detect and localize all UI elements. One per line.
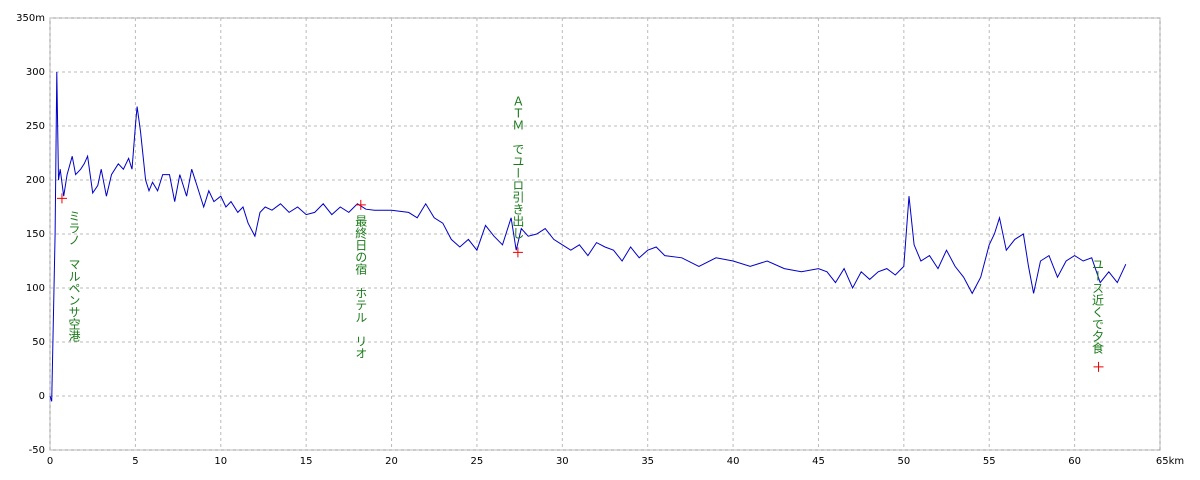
y-tick-label: -50 xyxy=(29,445,45,456)
annotation-text: ミラノ マルペンサ空港 xyxy=(67,210,81,342)
x-tick-label: 45 xyxy=(812,456,825,467)
y-tick-label: 250 xyxy=(26,121,45,132)
annotation-text: ユース近くで夕食 xyxy=(1091,258,1105,354)
y-tick-label: 50 xyxy=(32,337,45,348)
y-tick-label: 200 xyxy=(26,175,45,186)
x-tick-label: 55 xyxy=(983,456,996,467)
x-tick-label: 20 xyxy=(385,456,398,467)
x-tick-label: 50 xyxy=(897,456,910,467)
y-tick-label: 150 xyxy=(26,229,45,240)
y-tick-label: 100 xyxy=(26,283,45,294)
annotation-text: 最終日の宿 ホテル リオ xyxy=(354,215,368,359)
y-tick-label: 300 xyxy=(26,67,45,78)
x-tick-label: 65km xyxy=(1156,456,1184,467)
annotation-marker xyxy=(512,247,523,258)
x-tick-label: 0 xyxy=(47,456,53,467)
y-tick-label: 350m xyxy=(16,13,45,24)
x-tick-label: 10 xyxy=(214,456,227,467)
x-tick-label: 60 xyxy=(1068,456,1081,467)
annotation-marker xyxy=(56,193,67,204)
x-tick-label: 35 xyxy=(641,456,654,467)
x-tick-label: 5 xyxy=(132,456,138,467)
x-tick-label: 25 xyxy=(471,456,484,467)
elevation-line xyxy=(49,71,1127,402)
x-tick-label: 30 xyxy=(556,456,569,467)
y-tick-label: 0 xyxy=(39,391,45,402)
annotation-marker xyxy=(355,199,366,210)
annotation-marker xyxy=(1093,361,1104,372)
x-tick-label: 15 xyxy=(300,456,313,467)
x-tick-label: 40 xyxy=(727,456,740,467)
annotation-text: ＡＴＭ でユーロ引き出し xyxy=(511,95,525,239)
